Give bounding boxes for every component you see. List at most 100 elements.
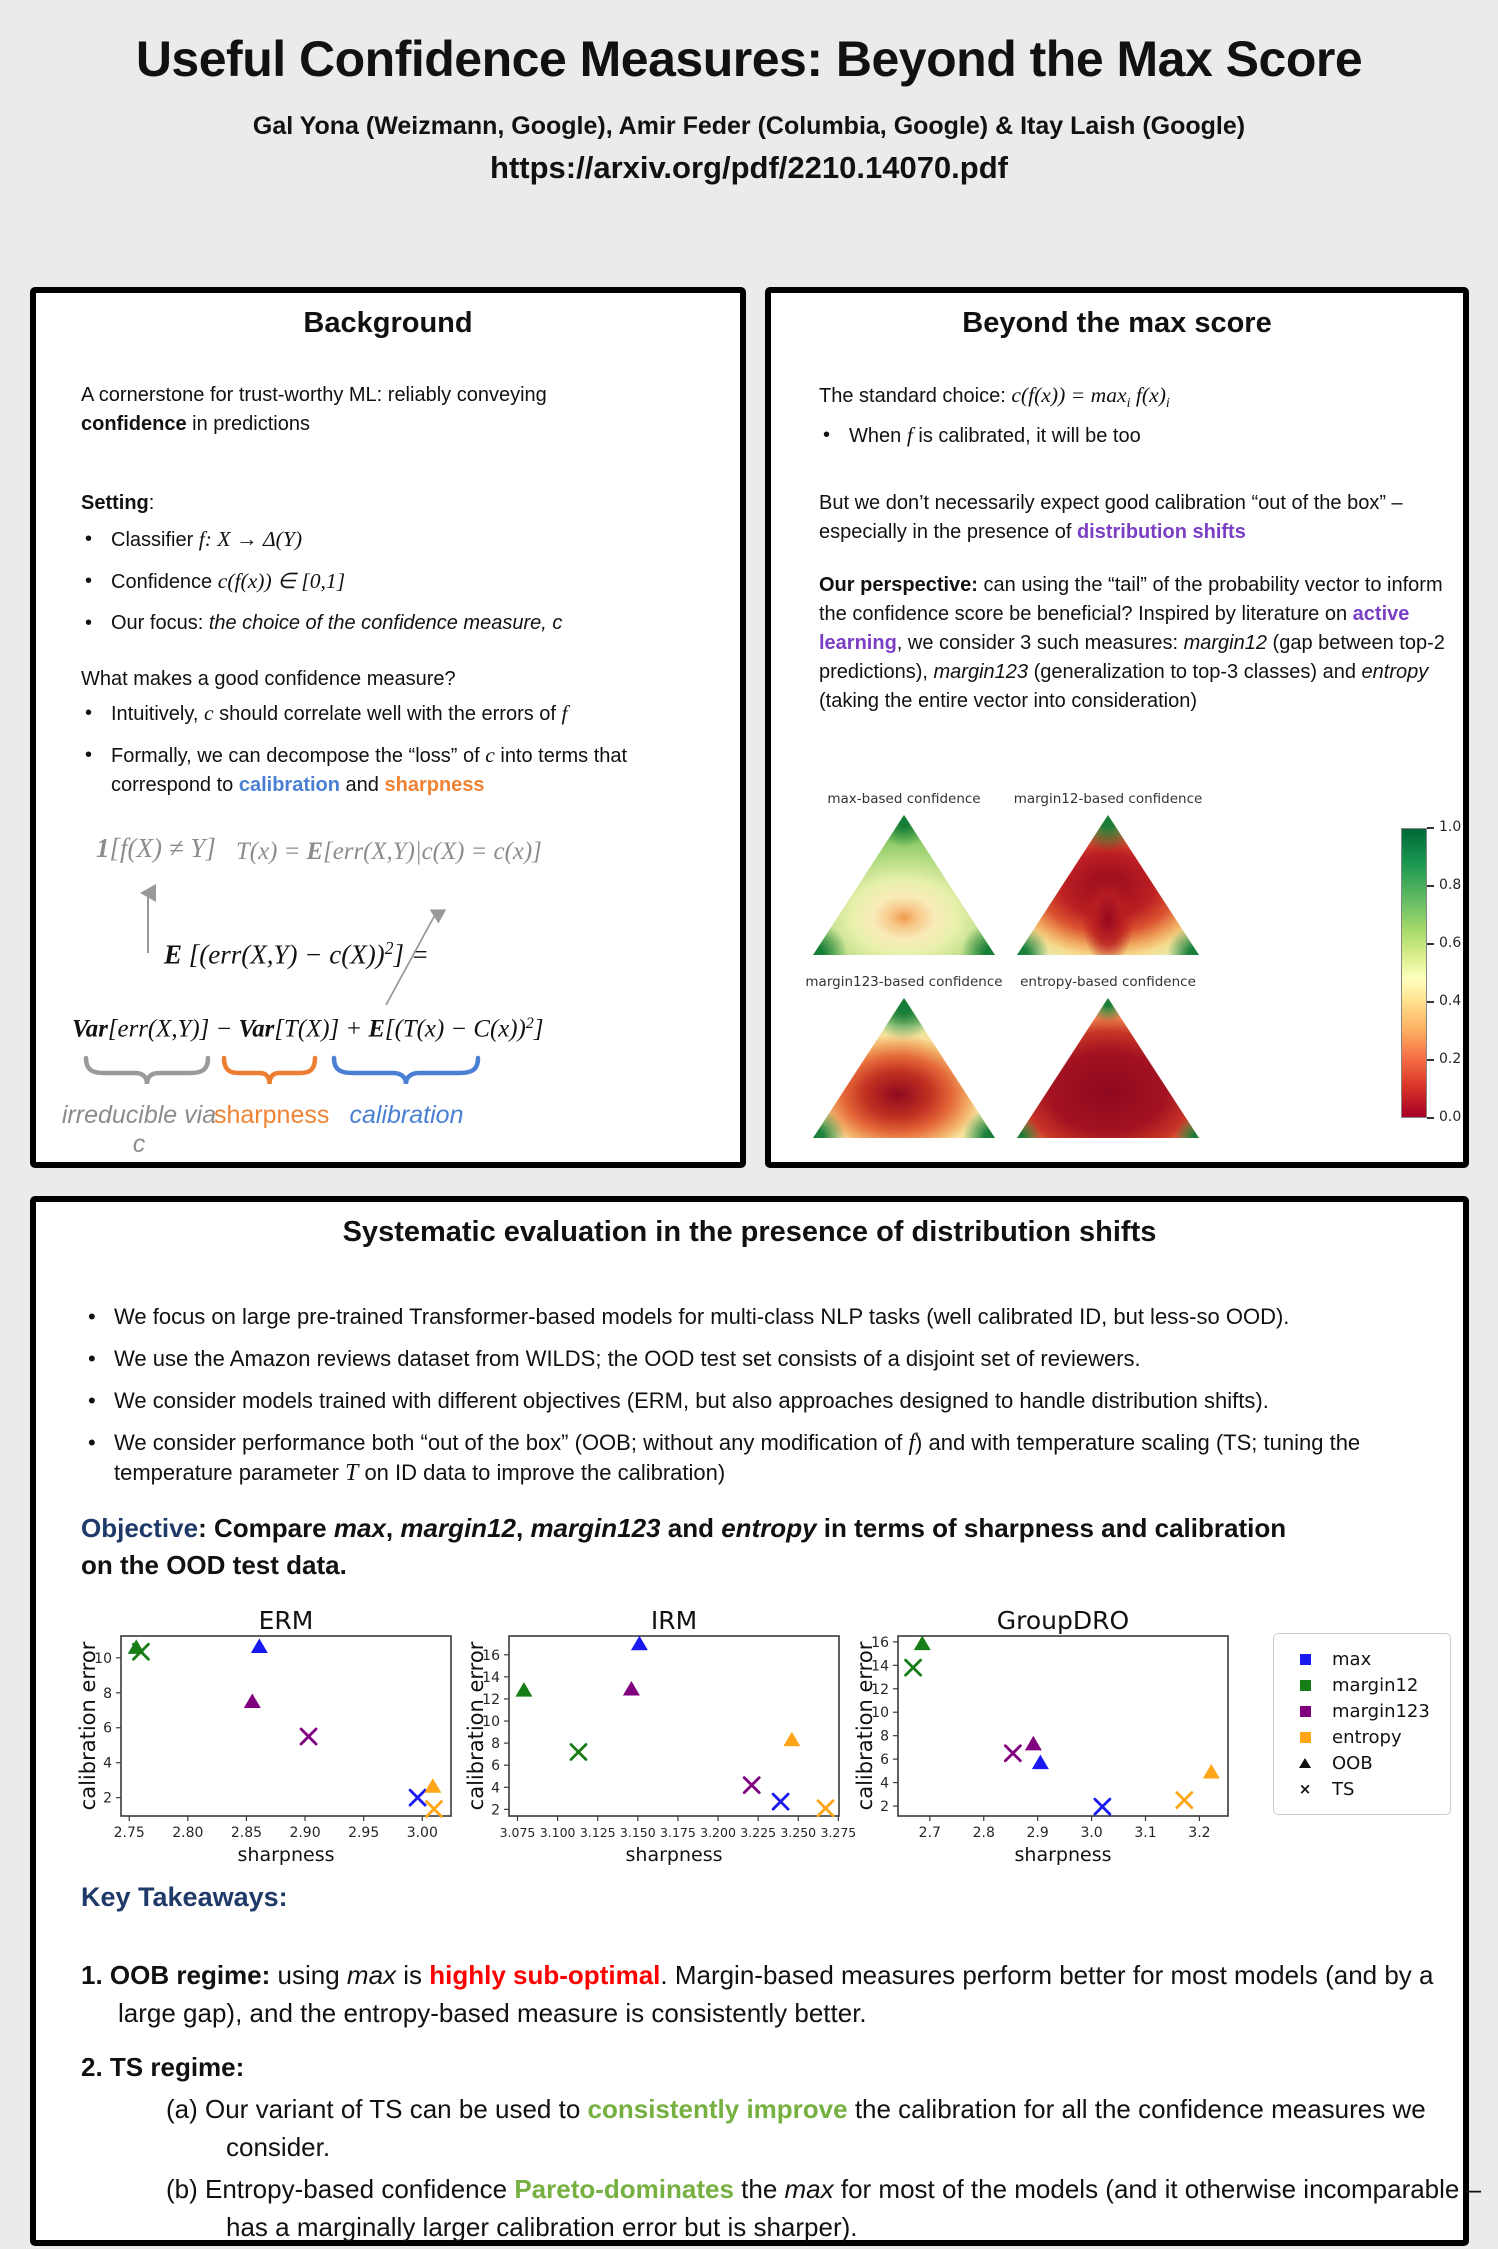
text-segment: ] = bbox=[393, 939, 429, 970]
text-segment: [(err(X,Y) − c(X)) bbox=[188, 939, 385, 970]
text-segment: distribution shifts bbox=[1076, 521, 1246, 543]
label-irreducible: irreducible via c bbox=[61, 1101, 217, 1158]
svg-text:16: 16 bbox=[871, 1635, 889, 1651]
marker-margin12-TS bbox=[904, 1658, 922, 1677]
marker-margin123-TS bbox=[299, 1727, 318, 1746]
text-segment: , bbox=[515, 1513, 531, 1543]
text-segment: [err(X,Y)|c(X) = c(x)] bbox=[323, 838, 542, 865]
brace-calibration bbox=[331, 1055, 481, 1085]
background-panel-title: Background bbox=[303, 307, 473, 339]
colorbar bbox=[1401, 828, 1427, 1118]
eval-bullet-regimes: We consider performance both “out of the… bbox=[84, 1428, 1474, 1488]
text-segment: . Margin-based measures perform better f… bbox=[118, 1960, 1434, 2028]
text-segment: Var bbox=[72, 1015, 108, 1043]
svg-text:3.225: 3.225 bbox=[740, 1825, 776, 1840]
marker-entropy-TS bbox=[816, 1799, 835, 1818]
text-segment: and bbox=[340, 774, 385, 796]
setting-bullets: Classifier f: X → Δ(Y) Confidence c(f(x)… bbox=[81, 525, 701, 650]
formula-indicator: 1[f(X) ≠ Y] bbox=[96, 833, 216, 864]
marker-margin12-OOB bbox=[913, 1635, 931, 1651]
brace-irreducible bbox=[83, 1055, 211, 1085]
text-segment: active learning bbox=[819, 603, 1410, 654]
marker-entropy-TS bbox=[425, 1800, 443, 1818]
text-segment: on ID data to improve the calibration) bbox=[358, 1460, 726, 1485]
plot-canvas-erm: 2.75 2.80 2.85 2.90 2.95 3.00 2 4 6 8 10 bbox=[94, 1635, 452, 1841]
svg-text:4: 4 bbox=[103, 1756, 112, 1772]
text-segment: E bbox=[306, 838, 324, 865]
plot-title-erm: ERM bbox=[258, 1606, 314, 1635]
svg-text:4: 4 bbox=[880, 1776, 889, 1792]
triangle-swatch-icon bbox=[1290, 1758, 1320, 1768]
brace-sharpness bbox=[221, 1055, 318, 1085]
text-segment: A cornerstone for trust-worthy ML: relia… bbox=[81, 384, 547, 406]
svg-text:8: 8 bbox=[103, 1686, 112, 1702]
text-segment: (taking the entire vector into considera… bbox=[819, 690, 1197, 712]
text-segment: margin123 bbox=[530, 1513, 661, 1543]
legend-label: margin123 bbox=[1332, 1700, 1430, 1722]
square-swatch-icon bbox=[1290, 1705, 1320, 1717]
text-segment: 1 bbox=[96, 833, 110, 863]
svg-text:6: 6 bbox=[880, 1752, 889, 1768]
marker-max-TS bbox=[408, 1788, 427, 1807]
text-segment: We use the Amazon reviews dataset from W… bbox=[114, 1346, 1141, 1371]
text-segment: , we consider 3 such measures: bbox=[896, 632, 1184, 654]
svg-text:2.95: 2.95 bbox=[348, 1825, 379, 1841]
eval-bullet-objectives: We consider models trained with differen… bbox=[84, 1386, 1474, 1415]
text-segment: E bbox=[164, 939, 189, 970]
text-segment: T(x) = bbox=[236, 838, 307, 865]
text-segment: f bbox=[561, 701, 568, 725]
text-segment: We focus on large pre-trained Transforme… bbox=[114, 1304, 1290, 1329]
text-segment: and bbox=[660, 1513, 722, 1543]
svg-text:12: 12 bbox=[871, 1682, 889, 1698]
text-segment: max bbox=[346, 1960, 397, 1990]
text-segment: We consider models trained with differen… bbox=[114, 1388, 1269, 1413]
beyond-panel-title: Beyond the max score bbox=[962, 307, 1272, 339]
text-segment: (generalization to top-3 classes) and bbox=[1028, 661, 1362, 683]
label-sharpness: sharpness bbox=[214, 1101, 330, 1129]
colorbar-tick-mark bbox=[1427, 1117, 1434, 1119]
svg-text:2: 2 bbox=[103, 1791, 112, 1807]
text-segment: Confidence bbox=[111, 571, 218, 593]
colorbar-tick-mark bbox=[1427, 885, 1434, 887]
text-segment: consistently improve bbox=[587, 2094, 848, 2124]
plot-xlabel-erm: sharpness bbox=[237, 1844, 335, 1866]
evaluation-panel: Systematic evaluation in the presence of… bbox=[30, 1196, 1481, 2246]
ternary-heatmap-max bbox=[813, 815, 995, 955]
formula-decomposition: Var[err(X,Y)] − Var[T(X)] + E[(T(x) − C(… bbox=[72, 1015, 544, 1044]
svg-text:14: 14 bbox=[482, 1670, 500, 1686]
plot-canvas-irm: 3.075 3.100 3.125 3.150 3.175 3.200 3.225 3.250… bbox=[482, 1635, 856, 1840]
setting-bullet-focus: Our focus: the choice of the confidence … bbox=[81, 609, 701, 638]
svg-text:2: 2 bbox=[880, 1799, 889, 1815]
legend-item-margin123: margin123 bbox=[1290, 1698, 1450, 1724]
svg-text:3.275: 3.275 bbox=[820, 1825, 856, 1840]
legend-label: max bbox=[1332, 1648, 1372, 1670]
text-segment: in terms of sharpness and calibration on… bbox=[81, 1513, 1287, 1580]
eval-bullet-dataset: We use the Amazon reviews dataset from W… bbox=[84, 1344, 1474, 1373]
svg-text:10: 10 bbox=[94, 1651, 112, 1667]
square-swatch-icon bbox=[1290, 1679, 1320, 1691]
legend-label: OOB bbox=[1332, 1752, 1373, 1774]
colorbar-tick-label: 0.8 bbox=[1439, 877, 1462, 893]
arxiv-url: https://arxiv.org/pdf/2210.14070.pdf bbox=[490, 150, 1008, 185]
marker-margin123-OOB bbox=[622, 1681, 640, 1696]
legend-item-margin12: margin12 bbox=[1290, 1672, 1450, 1698]
background-intro: A cornerstone for trust-worthy ML: relia… bbox=[81, 381, 626, 439]
svg-text:3.075: 3.075 bbox=[500, 1825, 536, 1840]
x-swatch-icon: × bbox=[1298, 1780, 1312, 1798]
square-swatch-icon bbox=[1290, 1653, 1320, 1665]
svg-text:3.125: 3.125 bbox=[580, 1825, 616, 1840]
svg-text:3.2: 3.2 bbox=[1188, 1825, 1210, 1841]
text-segment: Our perspective: bbox=[819, 574, 978, 596]
label-calibration: calibration bbox=[349, 1101, 464, 1129]
svg-text:6: 6 bbox=[103, 1721, 112, 1737]
ternary-title-margin123: margin123-based confidence bbox=[805, 974, 1003, 990]
text-segment: Our focus: bbox=[111, 612, 209, 634]
text-segment: f(x) bbox=[1130, 383, 1166, 407]
legend-item-max: max bbox=[1290, 1646, 1450, 1672]
marker-entropy-OOB bbox=[783, 1731, 801, 1747]
marker-max-OOB bbox=[630, 1635, 648, 1651]
evaluation-bullets: We focus on large pre-trained Transforme… bbox=[84, 1302, 1474, 1501]
colorbar-tick-label: 0.0 bbox=[1439, 1109, 1462, 1125]
text-segment: margin12 bbox=[400, 1513, 516, 1543]
